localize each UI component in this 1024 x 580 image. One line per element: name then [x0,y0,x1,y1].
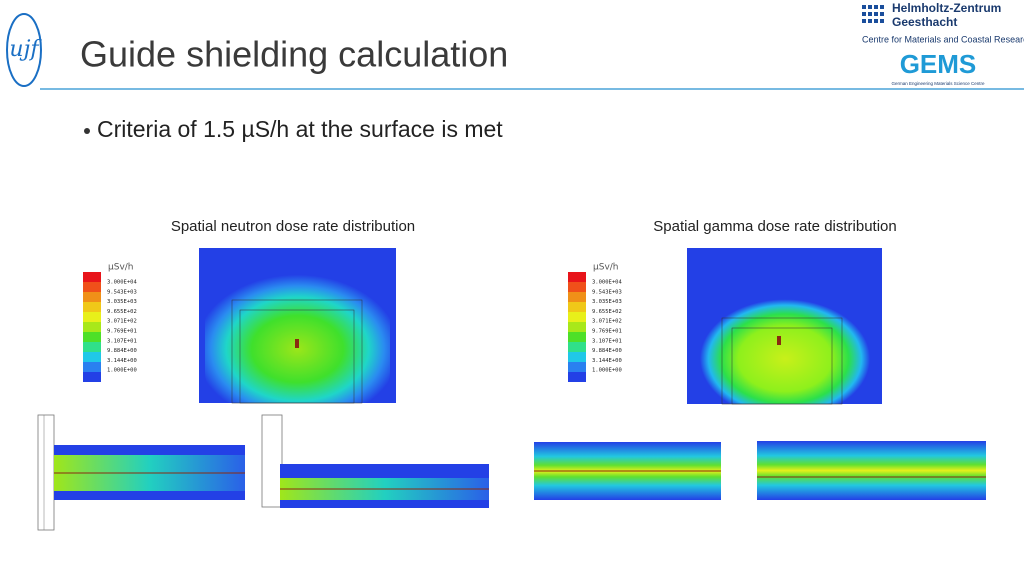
legend-swatch [83,302,101,312]
legend-value: 3.000E+04 [107,280,137,286]
legend-swatch [568,272,586,282]
legend-unit: μSv/h [108,263,134,273]
legend-value: 9.769E+01 [592,329,622,335]
legend-value: 3.144E+00 [592,358,622,364]
legend-swatch [568,312,586,322]
legend-value: 3.000E+04 [592,280,622,286]
logo-line: Geesthacht [892,15,957,29]
legend-value: 9.884E+00 [592,348,622,354]
logo-text: ujf [9,37,42,62]
caption: Spatial neutron dose rate distribution [171,218,415,235]
legend-value: 1.000E+00 [592,368,622,374]
gamma-side-views [534,441,986,500]
legend-value: 3.107E+01 [107,338,137,344]
legend-swatch [568,302,586,312]
legends: μSv/h 3.000E+04 9.543E+03 3.035E+03 9.655E+0… [83,263,622,382]
legend-swatch [83,342,101,352]
legend-value: 9.655E+02 [107,309,137,315]
gems-sub: German Engineering Materials Science Cen… [891,81,985,86]
legend-swatch [83,292,101,302]
legend-swatch [568,332,586,342]
legend-value: 3.035E+03 [107,299,137,305]
legend-unit: μSv/h [593,263,619,273]
legend-swatch [568,372,586,382]
bullet: Criteria of 1.5 µS/h at the surface is m… [97,116,503,142]
legend-swatch [568,352,586,362]
legend-value: 3.107E+01 [592,338,622,344]
legend-swatch [568,342,586,352]
neutron-map [199,248,396,404]
legend-swatch [568,322,586,332]
legend-value: 3.071E+02 [592,319,622,325]
bullet-dot [84,128,90,134]
legend-value: 9.655E+02 [592,309,622,315]
legend-value: 9.769E+01 [107,329,137,335]
legend-swatch [83,272,101,282]
legend-value: 3.035E+03 [592,299,622,305]
legend-swatch [83,322,101,332]
logo-line: Helmholtz-Zentrum [892,1,1001,15]
neutron-side-views [37,414,489,531]
gems-logo: GEMS [900,49,977,79]
logo-right: Helmholtz-Zentrum Geesthacht Centre for … [862,1,1024,86]
logo-line: Centre for Materials and Coastal Researc… [862,34,1024,44]
legend-value: 9.543E+03 [592,289,622,295]
legend-swatch [83,312,101,322]
legend-swatch [83,372,101,382]
legend-value: 3.144E+00 [107,358,137,364]
legend-swatch [568,282,586,292]
legend-swatch [83,352,101,362]
legend-swatch [83,332,101,342]
legend-swatch [568,362,586,372]
title: Guide shielding calculation [80,34,508,75]
legend-value: 9.884E+00 [107,348,137,354]
legend-swatch [568,292,586,302]
logo-left: ujf [6,13,42,87]
legend-value: 9.543E+03 [107,289,137,295]
legend-value: 3.071E+02 [107,319,137,325]
gamma-map [687,248,882,405]
legend-value: 1.000E+00 [107,368,137,374]
legend-swatch [83,282,101,292]
caption: Spatial gamma dose rate distribution [653,218,896,235]
legend-swatch [83,362,101,372]
